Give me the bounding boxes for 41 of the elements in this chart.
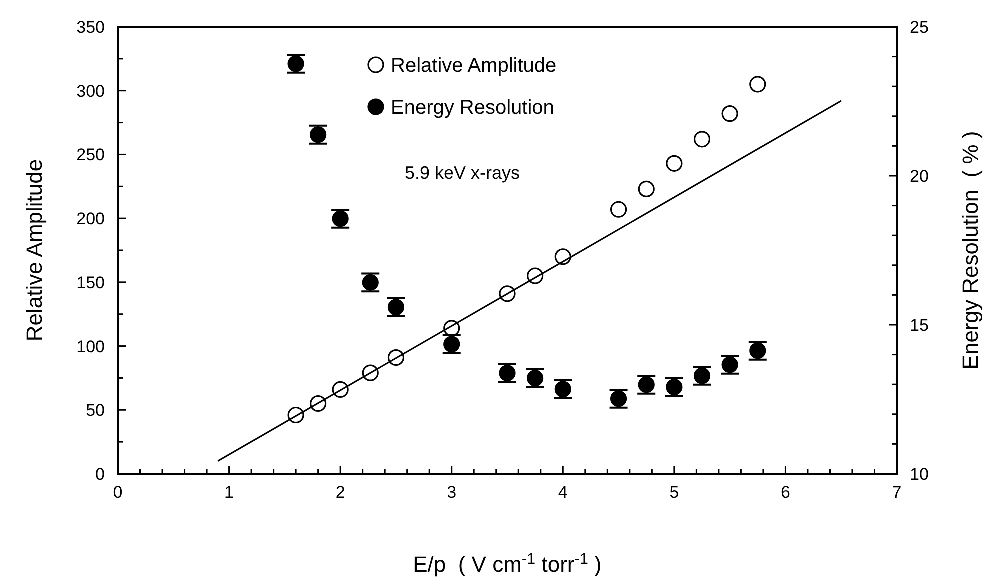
y-tick-label: 0 [96,465,105,484]
x-tick-label: 1 [224,483,234,502]
point [610,201,628,218]
y-tick-label: 150 [76,273,105,292]
point [666,155,683,172]
x-tick-label: 5 [670,483,680,502]
point [722,106,738,122]
y-axis-title: Relative Amplitude [22,159,47,342]
x-tick-label: 2 [336,483,346,502]
y-tick-label: 350 [76,18,105,37]
x-axis-title: E/p ( V cm$^{-1}$ torr$^{-1}$ ) [413,550,602,577]
y2-tick-label: 25 [910,18,929,37]
point [310,395,327,412]
x-tick-label: 4 [558,483,568,502]
point [362,364,379,382]
point [554,248,572,266]
point [444,320,460,337]
x-tick-label: 7 [892,483,902,502]
legend-label: Relative Amplitude [391,55,557,77]
y2-tick-label: 20 [910,167,929,186]
x-tick-label: 0 [113,483,123,502]
legend-label: Energy Resolution [391,97,554,119]
point [527,268,544,284]
point [499,286,516,302]
annotation: 5.9 keV x-rays [405,163,520,183]
y2-tick-label: 10 [910,465,929,484]
y2-tick-label: 15 [910,316,929,335]
y2-axis-title: Energy Resolution ( % ) [958,131,983,370]
y-tick-label: 50 [86,401,105,420]
point [288,406,304,424]
y-tick-label: 200 [76,210,105,229]
point [750,76,766,93]
point [332,381,349,398]
point [694,131,711,148]
point [388,349,405,366]
y-tick-label: 250 [76,146,105,165]
y-tick-label: 100 [76,337,105,356]
x-tick-label: 6 [780,483,790,502]
x-tick-label: 3 [447,483,457,502]
y-tick-label: 300 [76,82,105,101]
point [638,180,655,198]
